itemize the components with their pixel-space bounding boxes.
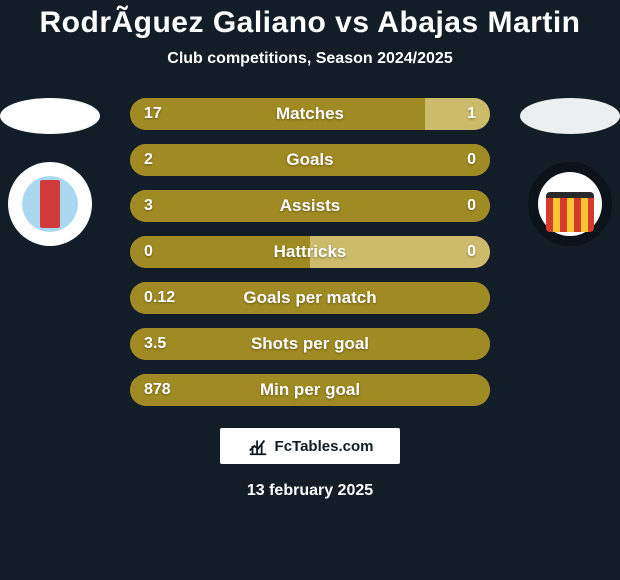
stat-label: Goals (130, 150, 490, 170)
stat-row: 30Assists (130, 190, 490, 222)
stat-label: Min per goal (130, 380, 490, 400)
player-right-photo-placeholder (520, 98, 620, 134)
player-right-column (520, 98, 620, 246)
stat-label: Assists (130, 196, 490, 216)
watermark-text: FcTables.com (275, 438, 374, 455)
footer-date: 13 february 2025 (0, 482, 620, 500)
comparison-bars: 171Matches 20Goals 30Assists 00Hattricks 0.1… (130, 98, 490, 406)
stat-label: Hattricks (130, 242, 490, 262)
club-crest-left (8, 162, 92, 246)
stat-row: 00Hattricks (130, 236, 490, 268)
stat-label: Shots per goal (130, 334, 490, 354)
chart-icon (247, 435, 269, 457)
page-title: RodrÃ­guez Galiano vs Abajas Martin (0, 0, 620, 40)
stat-row: 878Min per goal (130, 374, 490, 406)
stat-row: 171Matches (130, 98, 490, 130)
stat-row: 3.5Shots per goal (130, 328, 490, 360)
comparison-area: 171Matches 20Goals 30Assists 00Hattricks 0.1… (0, 98, 620, 406)
page-subtitle: Club competitions, Season 2024/2025 (0, 50, 620, 68)
watermark: FcTables.com (220, 428, 400, 464)
club-crest-right (528, 162, 612, 246)
player-left-column (0, 98, 100, 246)
player-left-photo-placeholder (0, 98, 100, 134)
stat-label: Matches (130, 104, 490, 124)
stat-row: 0.12Goals per match (130, 282, 490, 314)
stat-row: 20Goals (130, 144, 490, 176)
stat-label: Goals per match (130, 288, 490, 308)
